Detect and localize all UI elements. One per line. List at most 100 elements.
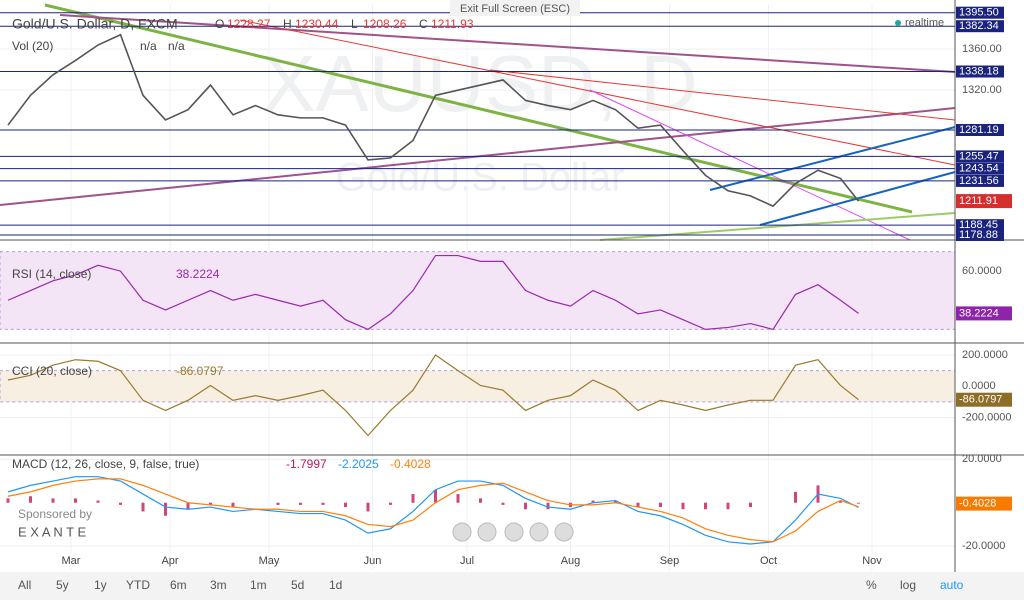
last-value-label: 1211.91 xyxy=(959,195,998,207)
histogram-bar xyxy=(546,502,550,510)
histogram-bar xyxy=(681,502,685,510)
level-box xyxy=(956,20,1004,33)
band xyxy=(0,370,956,403)
ohlc-value: 1208.26 xyxy=(363,17,407,31)
histogram-bar xyxy=(636,502,640,508)
range-button[interactable]: 5y xyxy=(56,578,69,592)
histogram-bar xyxy=(659,502,662,508)
y-tick-label: 0.0000 xyxy=(962,380,996,392)
volume-legend: Vol (20) xyxy=(12,39,53,53)
na: n/a xyxy=(140,39,157,53)
na: n/a xyxy=(168,39,185,53)
histogram-bar xyxy=(164,502,167,516)
series-line xyxy=(7,478,859,543)
rsi-legend: RSI (14, close) xyxy=(12,267,91,281)
trend-line xyxy=(59,14,956,73)
histogram-bar xyxy=(51,498,55,503)
realtime-dot xyxy=(895,20,901,26)
axis-option[interactable]: auto xyxy=(940,578,964,592)
histogram-bar xyxy=(96,500,100,503)
level-box xyxy=(956,162,1004,175)
rsi-value: 38.2224 xyxy=(176,267,220,281)
scroll-left[interactable] xyxy=(529,522,549,542)
histogram-bar xyxy=(119,502,122,505)
histogram-bar xyxy=(141,502,145,512)
range-button[interactable]: 1m xyxy=(250,578,267,592)
range-button[interactable]: YTD xyxy=(126,578,150,592)
y-tick-label: 20.0000 xyxy=(962,453,1002,465)
nav-buttons[interactable] xyxy=(452,522,574,542)
macd-legend: MACD (12, 26, close, 9, false, true) xyxy=(12,457,199,471)
histogram-bar xyxy=(726,502,730,510)
histogram-bar xyxy=(74,498,77,503)
ohlc-key: O xyxy=(215,17,224,31)
x-tick-label: Sep xyxy=(660,555,680,567)
range-button[interactable]: 3m xyxy=(210,578,227,592)
y-tick-label: 60.0000 xyxy=(962,265,1002,277)
level-label: 1188.45 xyxy=(959,219,998,231)
trend-line xyxy=(489,69,956,121)
level-box xyxy=(956,124,1004,137)
y-tick-label: -20.0000 xyxy=(962,540,1005,552)
sponsor: Sponsored by xyxy=(18,507,92,521)
scroll-right[interactable] xyxy=(554,522,574,542)
histogram-bar xyxy=(6,498,10,503)
trend-line xyxy=(709,126,956,191)
x-tick-label: Jun xyxy=(364,555,382,567)
level-label: 1255.47 xyxy=(959,150,999,162)
axis-option[interactable]: % xyxy=(866,578,877,592)
ohlc-key: C xyxy=(419,17,428,31)
range-button[interactable]: 1d xyxy=(329,578,342,592)
level-label: 1281.19 xyxy=(959,124,999,136)
band xyxy=(0,251,956,330)
level-label: 1382.34 xyxy=(959,20,999,32)
level-label: 1338.18 xyxy=(959,65,999,77)
cci-value: -86.0797 xyxy=(176,364,224,378)
histogram-bar xyxy=(524,502,527,510)
range-button[interactable]: 1y xyxy=(94,578,107,592)
trend-line xyxy=(589,89,911,241)
trend-line xyxy=(44,3,913,214)
series-line xyxy=(7,354,859,437)
x-tick-label: Jul xyxy=(460,555,474,567)
axis-option[interactable]: log xyxy=(900,578,916,592)
zoom-out[interactable] xyxy=(452,522,472,542)
exit-fullscreen[interactable]: Exit Full Screen (ESC) xyxy=(460,3,570,15)
ohlc: O 1228.27 H 1230.44 L 1208.26 C 1211.93 xyxy=(215,17,474,31)
level-box xyxy=(956,228,1004,241)
range-button[interactable]: 6m xyxy=(170,578,187,592)
histogram-bar xyxy=(839,500,842,503)
histogram-bar xyxy=(299,502,302,505)
series-line xyxy=(7,254,859,331)
range-button[interactable]: 5d xyxy=(291,578,304,592)
watermark-sub: Gold/U.S. Dollar xyxy=(336,156,625,200)
y-tick-label: 1360.00 xyxy=(962,43,1002,55)
exit-button[interactable] xyxy=(450,0,580,16)
level-label: 1395.50 xyxy=(959,7,999,19)
histogram-bar xyxy=(857,502,860,504)
histogram-bar xyxy=(186,502,190,510)
histogram-bar xyxy=(614,500,617,503)
level-box xyxy=(956,65,1004,78)
realtime: realtime xyxy=(905,17,944,29)
histogram-bar xyxy=(704,502,707,510)
histogram-bar xyxy=(231,502,235,508)
histogram-bar xyxy=(411,494,415,503)
histogram-bar xyxy=(344,502,347,508)
histogram-bar xyxy=(794,491,797,503)
ohlc-value: 1211.93 xyxy=(431,17,474,31)
range-button[interactable]: All xyxy=(18,578,31,592)
level-box xyxy=(956,150,1004,163)
ohlc-key: L xyxy=(351,17,358,31)
zoom-in[interactable] xyxy=(477,522,497,542)
last-value-box xyxy=(956,392,1012,407)
reset[interactable] xyxy=(504,522,524,542)
macd-value: -1.7997 xyxy=(286,457,327,471)
trend-line xyxy=(239,19,956,166)
histogram-bar xyxy=(366,502,370,512)
histogram-bar xyxy=(29,496,32,503)
histogram-bar xyxy=(591,500,595,503)
histogram-bar xyxy=(456,494,460,503)
trend-line xyxy=(599,212,956,241)
